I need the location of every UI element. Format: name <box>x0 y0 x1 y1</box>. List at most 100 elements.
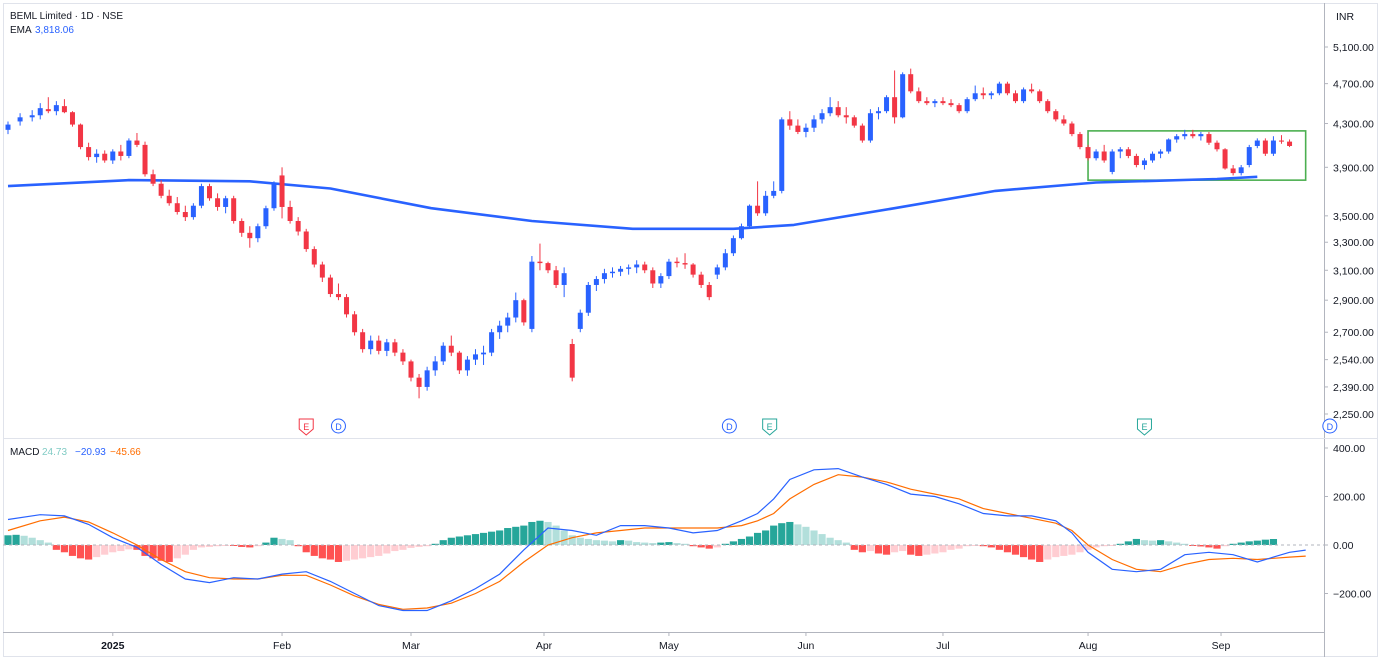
candle[interactable] <box>634 260 640 274</box>
candle[interactable] <box>1246 144 1252 168</box>
candle[interactable] <box>247 226 253 248</box>
candle[interactable] <box>513 292 519 323</box>
candle[interactable] <box>1206 131 1212 145</box>
candle[interactable] <box>440 342 446 365</box>
candle[interactable] <box>384 338 390 357</box>
candle[interactable] <box>892 70 898 124</box>
candle[interactable] <box>61 99 67 114</box>
candle[interactable] <box>996 81 1002 96</box>
candle[interactable] <box>78 123 84 150</box>
candle[interactable] <box>819 109 825 124</box>
candle[interactable] <box>368 335 374 355</box>
candle[interactable] <box>481 345 487 365</box>
candle[interactable] <box>545 261 551 274</box>
candle[interactable] <box>118 144 124 161</box>
candle[interactable] <box>327 274 333 298</box>
candle[interactable] <box>400 349 406 365</box>
candle[interactable] <box>843 107 849 124</box>
candle[interactable] <box>666 258 672 280</box>
candle[interactable] <box>231 195 237 224</box>
candle[interactable] <box>916 87 922 104</box>
candle[interactable] <box>311 246 317 268</box>
candle[interactable] <box>1077 131 1083 150</box>
candle[interactable] <box>867 109 873 143</box>
candle[interactable] <box>424 366 430 391</box>
candle[interactable] <box>1061 115 1067 126</box>
candle[interactable] <box>972 85 978 102</box>
macd-axis[interactable]: 400.00 200.00 0.00 −200.00 <box>1324 443 1371 601</box>
candle[interactable] <box>279 167 285 219</box>
candle[interactable] <box>601 268 607 284</box>
candle[interactable] <box>271 181 277 211</box>
candle[interactable] <box>456 350 462 374</box>
candle[interactable] <box>755 181 761 216</box>
candle[interactable] <box>207 183 212 201</box>
candle[interactable] <box>988 91 994 100</box>
candle[interactable] <box>956 103 962 114</box>
candle[interactable] <box>738 223 744 240</box>
candles-layer[interactable] <box>5 68 1293 399</box>
candle[interactable] <box>1270 136 1276 156</box>
candle[interactable] <box>1004 81 1010 96</box>
candle[interactable] <box>626 264 632 275</box>
candle[interactable] <box>1158 149 1164 159</box>
candle[interactable] <box>1166 138 1172 154</box>
candle[interactable] <box>658 273 664 288</box>
candle[interactable] <box>642 261 648 274</box>
candle[interactable] <box>335 283 341 301</box>
candle[interactable] <box>747 204 753 229</box>
candle[interactable] <box>859 123 865 143</box>
candle[interactable] <box>37 103 43 120</box>
candle[interactable] <box>1141 158 1147 170</box>
candle[interactable] <box>126 138 132 159</box>
candle[interactable] <box>1214 140 1220 152</box>
candle[interactable] <box>1029 83 1035 94</box>
candle[interactable] <box>577 309 583 333</box>
earnings-marker[interactable]: E <box>762 418 778 436</box>
candle[interactable] <box>779 117 785 194</box>
candle[interactable] <box>884 95 890 114</box>
candle[interactable] <box>432 356 438 376</box>
dividend-marker[interactable]: D <box>721 418 737 434</box>
candle[interactable] <box>303 228 309 252</box>
candle[interactable] <box>1254 138 1260 149</box>
candle[interactable] <box>29 110 35 122</box>
candle[interactable] <box>730 235 736 257</box>
candle[interactable] <box>158 180 164 199</box>
candle[interactable] <box>610 267 615 278</box>
candle[interactable] <box>392 338 398 357</box>
earnings-marker[interactable]: E <box>298 418 314 436</box>
candle[interactable] <box>1150 151 1156 163</box>
candle[interactable] <box>650 267 656 288</box>
candle[interactable] <box>674 257 680 268</box>
candle[interactable] <box>69 111 75 127</box>
candle[interactable] <box>908 68 914 94</box>
candle[interactable] <box>1093 149 1099 161</box>
candle[interactable] <box>142 141 148 177</box>
candle[interactable] <box>795 119 801 135</box>
candle[interactable] <box>1013 90 1018 104</box>
candle[interactable] <box>53 101 59 116</box>
candle[interactable] <box>1109 149 1115 175</box>
currency-label[interactable]: INR <box>1336 11 1355 23</box>
candle[interactable] <box>472 349 478 365</box>
candle[interactable] <box>1085 144 1091 161</box>
candle[interactable] <box>1278 135 1284 144</box>
candle[interactable] <box>497 320 503 339</box>
candle[interactable] <box>940 97 946 106</box>
candle[interactable] <box>771 181 777 199</box>
candle[interactable] <box>1222 148 1228 170</box>
candle[interactable] <box>505 312 511 333</box>
candle[interactable] <box>1117 147 1123 159</box>
candle[interactable] <box>948 99 954 108</box>
candle[interactable] <box>1174 134 1180 143</box>
candle[interactable] <box>1101 144 1107 163</box>
candle[interactable] <box>811 115 817 132</box>
candle[interactable] <box>190 203 196 220</box>
candle[interactable] <box>344 294 350 318</box>
candle[interactable] <box>1198 131 1204 141</box>
candle[interactable] <box>1045 99 1051 114</box>
candle[interactable] <box>521 298 527 326</box>
